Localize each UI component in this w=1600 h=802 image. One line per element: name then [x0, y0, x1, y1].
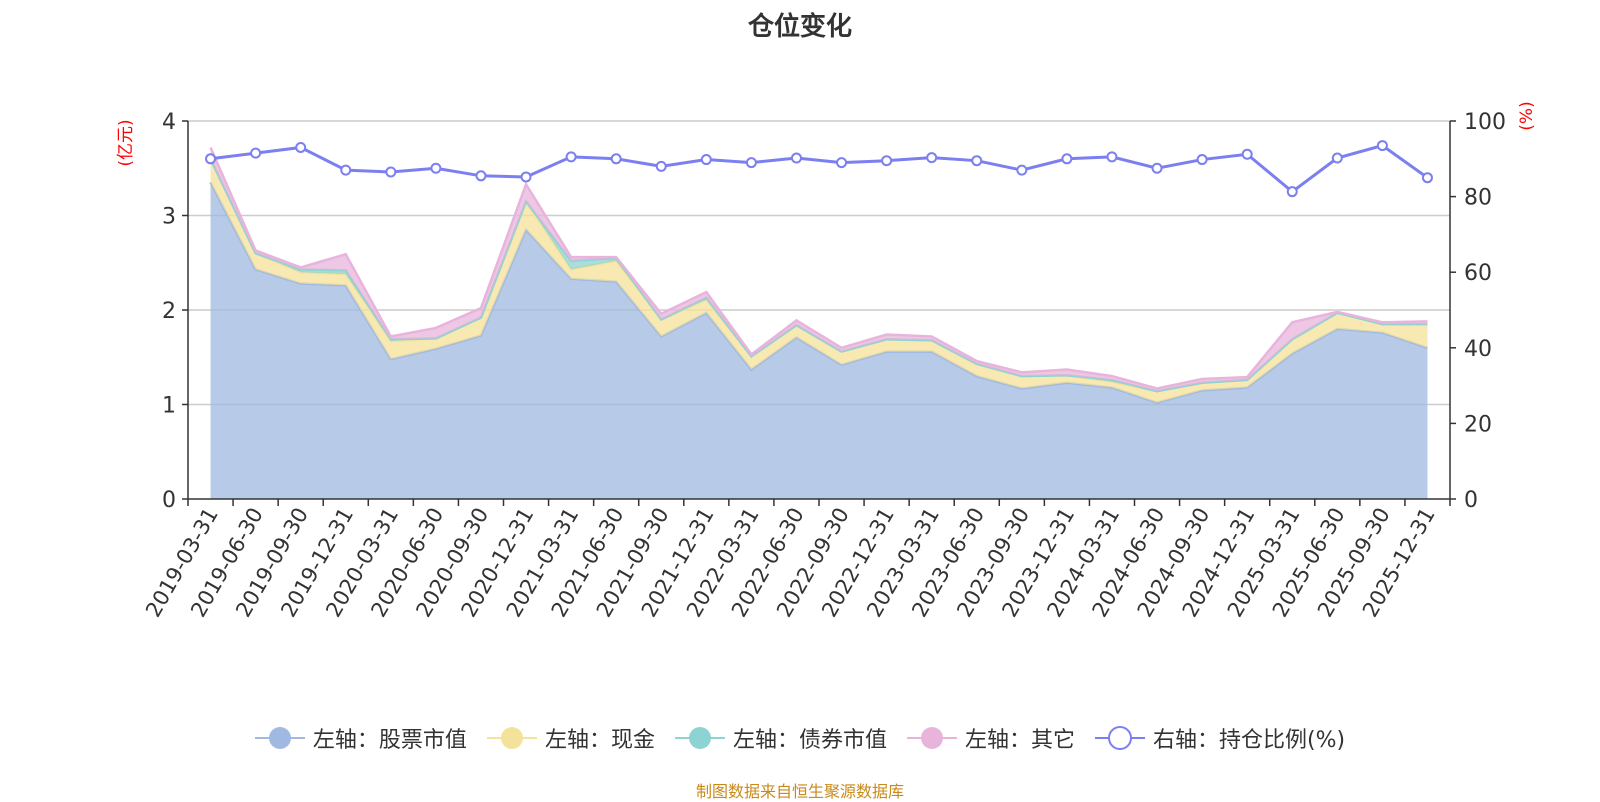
- legend-marker-icon: [1094, 726, 1145, 750]
- line-point[interactable]: [520, 171, 532, 183]
- legend: 左轴：股票市值 左轴：现金 左轴：债券市值 左轴：其它 右轴：持仓比例(%): [0, 718, 1600, 758]
- line-point[interactable]: [745, 157, 757, 169]
- line-point[interactable]: [205, 153, 217, 165]
- line-point[interactable]: [836, 157, 848, 169]
- legend-marker-icon: [486, 727, 537, 749]
- chart-canvas: 012340204060801002019-03-312019-06-30201…: [116, 101, 1537, 621]
- left-tick-label: 3: [162, 205, 176, 230]
- line-point[interactable]: [295, 141, 307, 153]
- legend-item[interactable]: 左轴：其它: [906, 722, 1075, 754]
- line-point[interactable]: [1421, 172, 1433, 184]
- legend-item[interactable]: 右轴：持仓比例(%): [1094, 722, 1346, 754]
- left-axis-unit: (亿元): [116, 119, 136, 166]
- right-tick-label: 60: [1464, 261, 1492, 286]
- legend-item[interactable]: 左轴：股票市值: [254, 722, 467, 754]
- legend-item[interactable]: 左轴：现金: [486, 722, 655, 754]
- legend-label: 左轴：股票市值: [312, 728, 467, 753]
- line-point[interactable]: [971, 155, 983, 167]
- right-tick-label: 100: [1464, 110, 1506, 135]
- legend-label: 右轴：持仓比例(%): [1152, 728, 1346, 753]
- line-point[interactable]: [1196, 154, 1208, 166]
- line-point[interactable]: [1061, 153, 1073, 165]
- line-point[interactable]: [610, 153, 622, 165]
- chart-title: 仓位变化: [747, 12, 852, 42]
- legend-label: 左轴：现金: [544, 728, 655, 753]
- left-tick-label: 1: [162, 394, 176, 419]
- line-右轴：持仓比例(%): [210, 143, 1429, 194]
- left-tick-label: 4: [162, 110, 176, 135]
- line-point[interactable]: [790, 152, 802, 164]
- line-point[interactable]: [385, 166, 397, 178]
- left-tick-label: 2: [162, 299, 176, 324]
- line-point[interactable]: [1016, 164, 1028, 176]
- position-ratio-line: [205, 140, 1433, 198]
- line-point[interactable]: [340, 164, 352, 176]
- line-point[interactable]: [700, 154, 712, 166]
- line-point[interactable]: [655, 160, 667, 172]
- legend-marker-icon: [254, 727, 305, 749]
- line-point[interactable]: [1241, 148, 1253, 160]
- legend-marker-icon: [906, 727, 957, 749]
- line-point[interactable]: [881, 155, 893, 167]
- line-point[interactable]: [1106, 151, 1118, 163]
- line-point[interactable]: [1151, 162, 1163, 174]
- line-point[interactable]: [430, 162, 442, 174]
- right-tick-label: 80: [1464, 186, 1492, 211]
- line-point[interactable]: [1376, 140, 1388, 152]
- right-tick-label: 40: [1464, 337, 1492, 362]
- line-point[interactable]: [1286, 186, 1298, 198]
- line-point[interactable]: [565, 151, 577, 163]
- line-point[interactable]: [475, 170, 487, 182]
- line-point[interactable]: [926, 152, 938, 164]
- left-tick-label: 0: [162, 488, 176, 513]
- stacked-areas: [209, 146, 1428, 500]
- legend-marker-icon: [674, 727, 725, 749]
- line-point[interactable]: [1331, 152, 1343, 164]
- right-tick-label: 0: [1464, 488, 1478, 513]
- right-tick-label: 20: [1464, 412, 1492, 437]
- area-edge-左轴：其它: [209, 146, 1428, 390]
- legend-label: 左轴：其它: [964, 728, 1075, 753]
- source-note: 制图数据来自恒生聚源数据库: [695, 782, 904, 801]
- right-axis-unit: (%): [1517, 101, 1537, 130]
- legend-label: 左轴：债券市值: [732, 728, 887, 753]
- area-左轴：股票市值: [210, 182, 1428, 500]
- legend-item[interactable]: 左轴：债券市值: [674, 722, 887, 754]
- line-point[interactable]: [250, 147, 262, 159]
